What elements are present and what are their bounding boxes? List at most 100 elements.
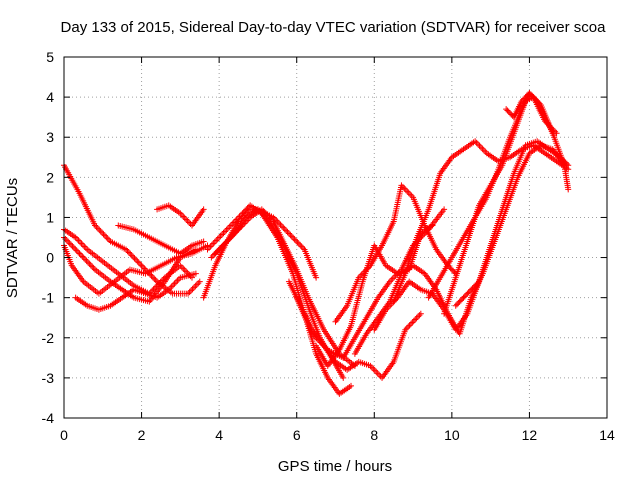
- data-point: [72, 294, 89, 308]
- data-point: [468, 279, 481, 293]
- data-point: [282, 242, 299, 271]
- data-point: [313, 342, 330, 368]
- data-point: [437, 155, 454, 177]
- x-tick-label: 2: [138, 427, 146, 443]
- data-point: [441, 206, 448, 213]
- data-point: [173, 251, 194, 261]
- data-point: [107, 295, 124, 309]
- x-tick-label: 8: [370, 427, 378, 443]
- data-point: [413, 208, 431, 241]
- data-point: [92, 222, 113, 244]
- series-track-v: [452, 278, 483, 309]
- data-point: [157, 255, 178, 269]
- data-point: [270, 214, 291, 236]
- data-point: [448, 147, 465, 161]
- data-point: [258, 206, 275, 223]
- data-point: [371, 308, 388, 333]
- series-track-d: [61, 242, 211, 297]
- data-point: [561, 162, 571, 191]
- data-point: [154, 287, 171, 301]
- data-marks: [61, 90, 572, 397]
- data-point: [565, 186, 572, 193]
- data-point: [119, 287, 136, 301]
- y-tick-label: -1: [42, 290, 55, 306]
- data-point: [130, 226, 151, 240]
- data-point: [390, 272, 408, 305]
- data-point: [340, 336, 357, 361]
- data-point: [390, 328, 408, 365]
- data-point: [227, 211, 244, 229]
- data-point: [188, 239, 205, 249]
- data-point: [161, 256, 183, 285]
- series-track-f: [115, 222, 207, 257]
- data-point: [130, 294, 151, 305]
- data-point: [483, 150, 500, 164]
- data-point: [76, 250, 97, 272]
- data-point: [285, 230, 307, 252]
- data-point: [344, 359, 361, 373]
- series-track-u: [503, 90, 556, 137]
- data-point: [472, 138, 489, 155]
- data-point: [410, 262, 427, 276]
- data-point: [204, 236, 221, 253]
- data-point: [274, 234, 295, 275]
- data-point: [324, 348, 342, 369]
- x-tick-label: 4: [215, 427, 223, 443]
- data-point: [379, 220, 396, 249]
- data-point: [476, 278, 483, 285]
- data-point: [437, 256, 454, 281]
- data-point: [188, 243, 209, 257]
- data-point: [95, 303, 112, 313]
- data-point: [340, 374, 347, 381]
- data-point: [161, 242, 182, 256]
- y-tick-label: 4: [46, 89, 54, 105]
- data-point: [549, 130, 556, 137]
- data-point: [499, 172, 517, 213]
- data-point: [216, 223, 233, 241]
- data-point: [545, 146, 562, 160]
- y-tick-label: 0: [46, 250, 54, 266]
- y-tick-label: -3: [42, 370, 55, 386]
- y-tick-label: -4: [42, 410, 55, 426]
- data-point: [146, 234, 166, 248]
- data-point: [99, 258, 120, 276]
- data-point: [351, 316, 369, 341]
- data-point: [425, 276, 443, 301]
- data-point: [398, 182, 415, 199]
- data-point: [433, 246, 450, 267]
- data-point: [406, 278, 423, 292]
- x-tick-label: 14: [599, 427, 615, 443]
- data-point: [363, 296, 381, 321]
- data-point: [332, 304, 349, 325]
- data-point: [359, 244, 377, 285]
- y-axis-label: SDTVAR / TECUs: [4, 178, 21, 298]
- data-point: [425, 172, 443, 213]
- x-tick-label: 10: [444, 427, 460, 443]
- data-point: [115, 222, 135, 232]
- data-point: [514, 152, 532, 181]
- data-point: [487, 164, 505, 189]
- data-point: [510, 99, 524, 121]
- data-point: [95, 279, 116, 297]
- data-point: [313, 350, 330, 380]
- data-point: [309, 330, 330, 352]
- data-point: [355, 264, 372, 281]
- data-point: [196, 278, 203, 285]
- data-point: [379, 360, 396, 381]
- data-point: [417, 310, 424, 317]
- data-point: [313, 274, 320, 281]
- data-point: [348, 382, 355, 389]
- data-point: [212, 240, 229, 257]
- data-point: [76, 190, 98, 227]
- data-point: [223, 227, 241, 245]
- data-point: [452, 312, 470, 333]
- data-point: [107, 238, 128, 252]
- data-point: [534, 98, 548, 119]
- y-tick-labels: -4 -3 -2 -1 0 1 2 3 4 5: [42, 49, 55, 426]
- data-point: [530, 142, 547, 156]
- data-point: [165, 276, 182, 293]
- data-point: [324, 374, 342, 396]
- y-tick-label: 5: [46, 49, 54, 65]
- data-point: [464, 204, 482, 245]
- y-tick-label: 3: [46, 129, 54, 145]
